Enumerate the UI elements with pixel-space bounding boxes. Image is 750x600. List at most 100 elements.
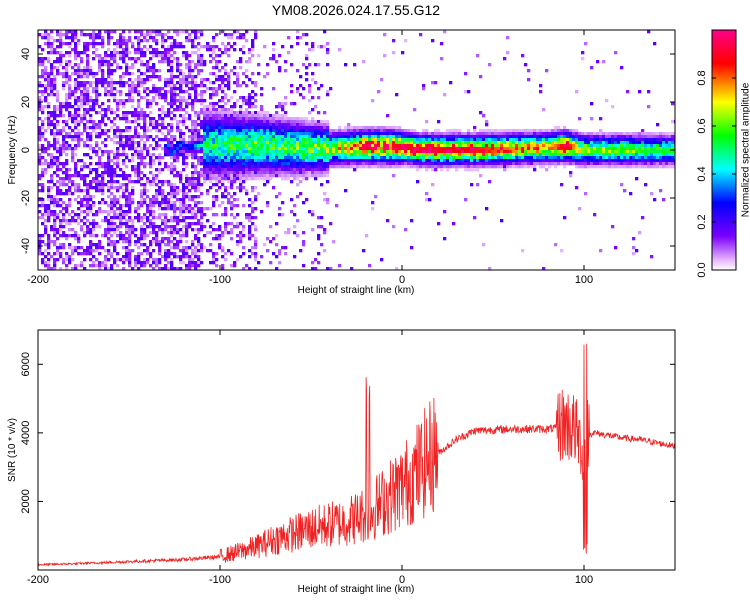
spectrogram-cell <box>83 117 87 121</box>
spectrogram-cell <box>92 57 96 61</box>
spectrogram-cell <box>212 114 216 118</box>
spectrogram-cell <box>161 45 165 49</box>
spectrogram-cell <box>119 216 123 220</box>
spectrogram-cell <box>122 117 126 121</box>
spectrogram-cell <box>203 177 207 181</box>
spectrogram-cell <box>215 54 219 58</box>
spectrogram-cell <box>470 144 474 148</box>
spectrogram-cell <box>221 135 225 139</box>
spectrogram-cell <box>179 189 183 193</box>
spectrogram-cell <box>200 162 204 166</box>
spectrogram-cell <box>266 237 270 241</box>
spectrogram-cell <box>239 174 243 178</box>
spectrogram-cell <box>179 99 183 103</box>
spectrogram-cell <box>296 36 300 40</box>
spectrogram-cell <box>317 123 321 127</box>
spectrogram-cell <box>434 81 438 85</box>
spectrogram-cell <box>173 150 177 154</box>
spectrogram-cell <box>122 222 126 226</box>
spectrogram-cell <box>116 66 120 70</box>
spectrogram-cell <box>212 222 216 226</box>
spectrogram-cell <box>311 72 315 76</box>
spectrogram-cell <box>101 60 105 64</box>
spectrogram-cell <box>137 174 141 178</box>
spectrogram-cell <box>38 60 42 64</box>
spectrogram-cell <box>158 201 162 205</box>
spectrogram-cell <box>194 87 198 91</box>
spectrogram-cell <box>503 57 507 61</box>
spectrogram-cell <box>308 210 312 214</box>
spectrogram-cell <box>485 141 489 145</box>
spectrogram-cell <box>215 66 219 70</box>
spectrogram-cell <box>242 180 246 184</box>
spectrogram-cell <box>164 90 168 94</box>
spectrogram-cell <box>245 108 249 112</box>
spectrogram-cell <box>131 186 135 190</box>
spectrogram-cell <box>101 177 105 181</box>
spectrogram-cell <box>407 162 411 166</box>
spectrogram-cell <box>506 36 510 40</box>
spectrogram-cell <box>236 36 240 40</box>
spectrogram-cell <box>227 153 231 157</box>
spectrogram-cell <box>167 57 171 61</box>
spectrogram-cell <box>287 171 291 175</box>
spectrogram-cell <box>59 219 63 223</box>
spectrogram-cell <box>41 108 45 112</box>
spectrogram-cell <box>356 135 360 139</box>
spectrogram-cell <box>233 123 237 127</box>
spectrogram-cell <box>236 120 240 124</box>
spectrogram-cell <box>149 45 153 49</box>
spectrogram-cell <box>428 141 432 145</box>
spectrogram-cell <box>383 159 387 163</box>
spectrogram-cell <box>83 267 87 270</box>
spectrogram-cell <box>254 162 258 166</box>
spectrogram-cell <box>146 102 150 106</box>
spectrogram-cell <box>428 147 432 151</box>
spectrogram-cell <box>260 159 264 163</box>
spectrogram-cell <box>209 207 213 211</box>
spectrogram-cell <box>494 162 498 166</box>
spectrogram-cell <box>212 153 216 157</box>
spectrogram-cell <box>476 135 480 139</box>
spectrogram-cell <box>158 144 162 148</box>
spectrogram-cell <box>53 198 57 202</box>
spectrogram-cell <box>467 141 471 145</box>
spectrogram-cell <box>122 183 126 187</box>
spectrogram-cell <box>137 57 141 61</box>
spectrogram-cell <box>362 135 366 139</box>
spectrogram-cell <box>302 153 306 157</box>
spectrogram-cell <box>176 42 180 46</box>
spectrogram-cell <box>113 96 117 100</box>
spectrogram-cell <box>302 264 306 268</box>
spectrogram-cell <box>500 132 504 136</box>
spectrogram-cell <box>437 162 441 166</box>
spectrogram-cell <box>185 195 189 199</box>
spectrogram-cell <box>41 135 45 139</box>
spectrogram-cell <box>155 39 159 43</box>
spectrogram-cell <box>50 129 54 133</box>
spectrogram-cell <box>428 159 432 163</box>
spectrogram-cell <box>92 264 96 268</box>
spectrogram-cell <box>116 228 120 232</box>
spectrogram-cell <box>275 159 279 163</box>
spectrogram-cell <box>263 117 267 121</box>
spectrogram-cell <box>185 90 189 94</box>
spectrogram-cell <box>101 75 105 79</box>
spectrogram-cell <box>200 45 204 49</box>
spectrogram-cell <box>176 99 180 103</box>
spectrogram-cell <box>239 255 243 259</box>
spectrogram-cell <box>152 30 156 34</box>
spectrogram-cell <box>164 264 168 268</box>
spectrogram-cell <box>242 150 246 154</box>
spectrogram-cell <box>209 114 213 118</box>
spectrogram-cell <box>179 30 183 34</box>
spectrogram-cell <box>236 78 240 82</box>
spectrogram-cell <box>161 219 165 223</box>
spectrogram-cell <box>164 258 168 262</box>
spectrogram-cell <box>68 111 72 115</box>
spectrogram-cell <box>146 129 150 133</box>
spectrogram-cell <box>83 81 87 85</box>
spectrogram-cell <box>194 45 198 49</box>
spectrogram-cell <box>47 189 51 193</box>
spectrogram-cell <box>167 54 171 58</box>
